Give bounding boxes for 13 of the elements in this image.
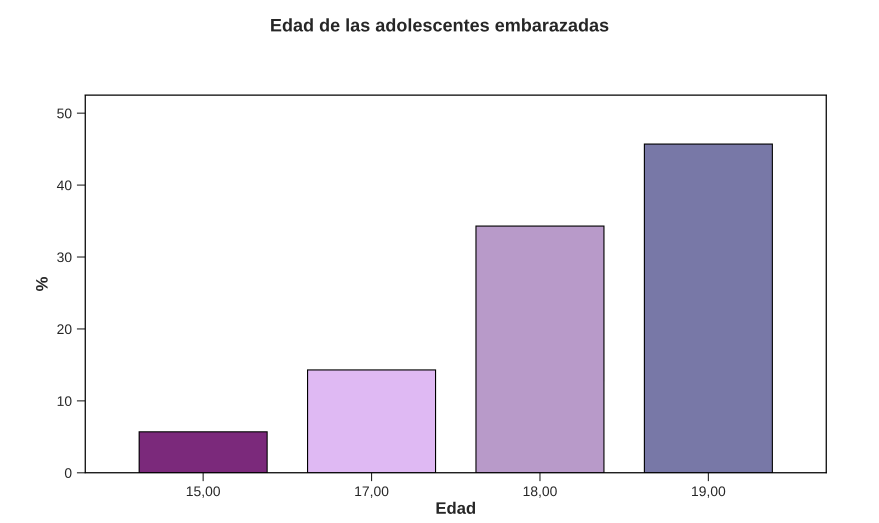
y-tick-label: 40 xyxy=(56,180,72,190)
x-tick-label: 15,00 xyxy=(186,486,220,498)
y-axis-title: % xyxy=(36,277,48,291)
y-tick-label: 30 xyxy=(57,252,72,262)
y-tick-label: 50 xyxy=(57,108,72,118)
x-tick-label: 18,00 xyxy=(524,486,557,498)
x-tick-label: 19,00 xyxy=(692,486,726,498)
chart-title: Edad de las adolescentes embarazadas xyxy=(271,18,608,32)
y-tick-label: 10 xyxy=(58,396,72,406)
x-tick-label: 17,00 xyxy=(355,486,388,498)
x-axis-title: Edad xyxy=(436,502,476,514)
y-tick-label: 20 xyxy=(57,324,72,334)
y-tick-label: 0 xyxy=(64,468,72,478)
